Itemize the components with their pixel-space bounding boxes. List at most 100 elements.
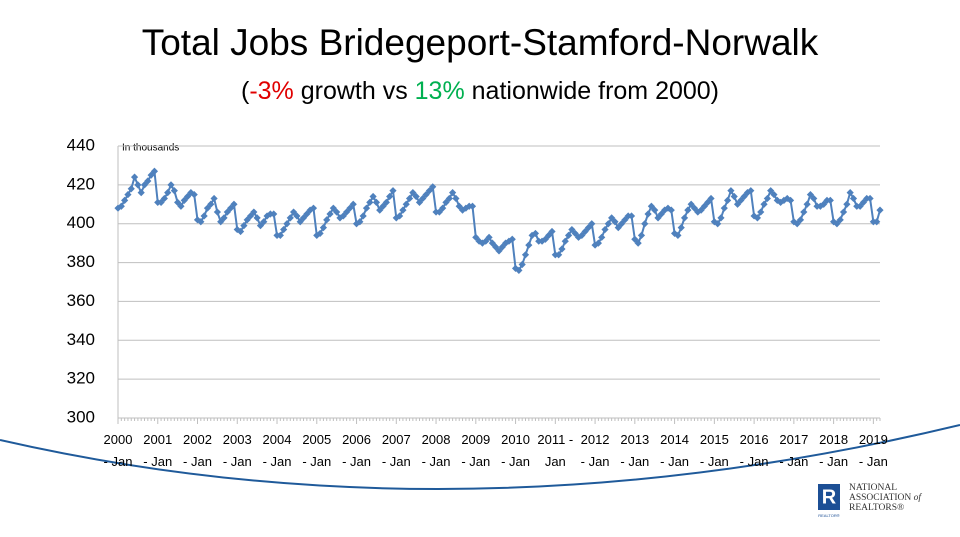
data-point: [757, 208, 765, 216]
x-tick-label: 2010 - Jan: [501, 432, 531, 469]
data-point: [518, 260, 526, 269]
data-point: [286, 214, 294, 222]
data-point: [786, 196, 795, 204]
y-tick-label: 340: [67, 330, 95, 349]
data-point: [127, 185, 135, 193]
data-point: [634, 239, 642, 247]
data-point: [270, 210, 278, 218]
data-point: [429, 183, 437, 191]
data-point: [594, 239, 602, 247]
data-point: [790, 218, 798, 226]
data-point: [555, 251, 563, 259]
data-point: [405, 194, 414, 203]
x-tick-label: 2016 - Jan: [739, 432, 769, 469]
logo-word: of: [913, 493, 922, 503]
data-point: [339, 212, 347, 220]
data-point: [800, 208, 808, 216]
data-point: [220, 214, 228, 222]
data-point: [525, 241, 533, 249]
data-point: [359, 212, 367, 220]
logo-word: ASSOCIATION: [849, 493, 912, 503]
data-point: [644, 210, 652, 218]
data-point: [651, 206, 659, 214]
data-point: [505, 237, 513, 245]
data-point: [197, 218, 205, 226]
data-point: [803, 200, 811, 208]
data-point: [617, 220, 626, 228]
data-point: [412, 192, 420, 201]
data-point: [866, 194, 874, 203]
x-tick-label: 2004 - Jan: [262, 432, 292, 469]
data-point: [137, 189, 145, 197]
data-point: [230, 200, 238, 208]
data-point: [144, 177, 152, 185]
logo-mark: R: [822, 486, 837, 508]
data-point: [760, 200, 768, 208]
data-point: [720, 204, 728, 212]
data-point: [399, 206, 407, 214]
x-tick-label: 2009 - Jan: [461, 432, 491, 469]
data-point: [717, 214, 725, 222]
data-point: [296, 218, 304, 226]
data-point: [260, 218, 268, 226]
data-point: [386, 192, 394, 201]
data-point: [654, 214, 662, 222]
data-point: [319, 224, 328, 232]
data-point: [283, 220, 291, 228]
data-point: [210, 194, 218, 203]
data-point: [124, 190, 132, 199]
data-point: [130, 173, 139, 181]
data-point: [309, 204, 318, 212]
data-point: [859, 198, 868, 206]
data-point: [627, 212, 636, 220]
data-point: [839, 208, 848, 216]
data-point: [694, 208, 702, 216]
data-point: [240, 222, 248, 230]
data-point: [253, 214, 261, 222]
x-tick-label: 2014 - Jan: [660, 432, 690, 469]
data-point: [733, 200, 742, 208]
data-point: [293, 212, 301, 220]
logo-line: NATIONAL: [849, 483, 898, 493]
data-point: [190, 190, 198, 199]
logo-small: REALTOR®: [818, 513, 840, 518]
data-point: [690, 204, 699, 212]
data-point: [482, 237, 490, 245]
data-point: [134, 181, 142, 189]
data-point: [299, 214, 308, 222]
data-point: [843, 200, 851, 208]
x-tick-label: 2006 - Jan: [342, 432, 371, 469]
logo-box: [818, 484, 840, 510]
data-point: [604, 220, 612, 228]
data-point: [396, 212, 404, 220]
x-tick-label: 2018 - Jan: [819, 432, 849, 469]
data-point: [714, 220, 722, 228]
data-point: [730, 192, 738, 201]
data-point: [170, 187, 178, 195]
data-point: [611, 218, 619, 226]
x-tick-label: 2011 - Jan: [537, 432, 574, 469]
y-tick-label: 420: [67, 174, 95, 193]
data-point: [160, 194, 168, 203]
series-line: [117, 168, 881, 272]
data-point: [468, 202, 477, 210]
data-point: [531, 229, 540, 238]
chart-title: Total Jobs Bridegeport-Stamford-Norwalk: [141, 22, 819, 63]
annotation: In thousands: [122, 143, 179, 154]
data-point: [376, 206, 384, 214]
data-point: [810, 194, 818, 203]
data-point: [213, 208, 221, 216]
data-point: [409, 189, 417, 197]
data-point: [263, 212, 271, 220]
y-tick-label: 300: [67, 407, 95, 426]
x-tick-label: 2017 - Jan: [779, 432, 809, 469]
data-point: [849, 194, 858, 203]
data-point: [478, 239, 487, 247]
x-tick-label: 2012 - Jan: [580, 432, 610, 469]
data-point: [200, 212, 208, 220]
data-point: [114, 204, 122, 212]
data-point: [250, 208, 258, 216]
data-point: [833, 220, 841, 228]
x-tick-label: 2019 - Jan: [858, 432, 888, 469]
data-point: [564, 231, 573, 239]
